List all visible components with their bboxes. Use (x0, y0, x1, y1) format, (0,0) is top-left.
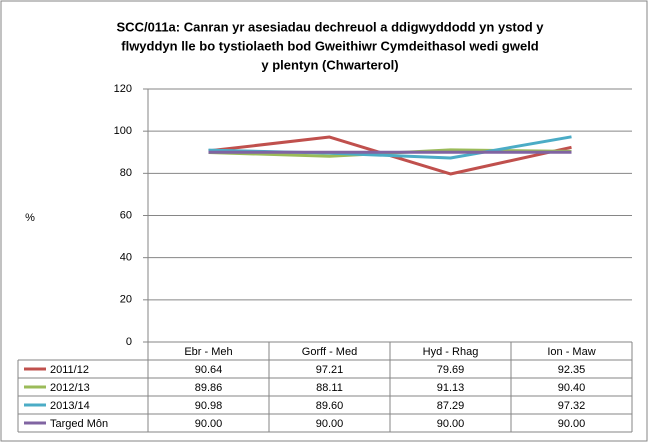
chart-title: y plentyn (Chwarterol) (261, 57, 398, 72)
legend-label: 2011/12 (50, 364, 89, 376)
y-tick-label: 80 (120, 167, 132, 179)
table-value: 90.00 (558, 418, 586, 430)
y-tick-label: 20 (120, 294, 132, 306)
x-tick-label: Ion - Maw (547, 346, 595, 358)
y-tick-label: 0 (126, 336, 132, 348)
chart-title: SCC/011a: Canran yr asesiadau dechreuol … (117, 19, 545, 34)
table-value: 97.21 (316, 364, 344, 376)
table-value: 91.13 (437, 382, 465, 394)
y-axis-label: % (25, 212, 35, 224)
table-value: 90.40 (558, 382, 586, 394)
legend-label: 2013/14 (50, 400, 90, 412)
table-value: 79.69 (437, 364, 465, 376)
table-value: 90.64 (195, 364, 223, 376)
table-value: 90.00 (195, 418, 223, 430)
table-value: 90.98 (195, 400, 223, 412)
table-value: 88.11 (316, 382, 343, 394)
legend-label: Targed Môn (50, 418, 108, 430)
x-tick-label: Gorff - Med (302, 346, 357, 358)
table-value: 97.32 (558, 400, 586, 412)
table-value: 89.60 (316, 400, 344, 412)
table-value: 87.29 (437, 400, 465, 412)
table-value: 89.86 (195, 382, 223, 394)
y-tick-label: 60 (120, 209, 132, 221)
y-tick-label: 100 (114, 125, 132, 137)
chart-title: flwyddyn lle bo tystiolaeth bod Gweithiw… (121, 38, 539, 53)
table-value: 92.35 (558, 364, 586, 376)
table-value: 90.00 (437, 418, 465, 430)
x-tick-label: Hyd - Rhag (423, 346, 479, 358)
y-tick-label: 40 (120, 252, 132, 264)
table-value: 90.00 (316, 418, 344, 430)
y-tick-label: 120 (114, 83, 132, 95)
legend-label: 2012/13 (50, 382, 90, 394)
x-tick-label: Ebr - Meh (184, 346, 232, 358)
